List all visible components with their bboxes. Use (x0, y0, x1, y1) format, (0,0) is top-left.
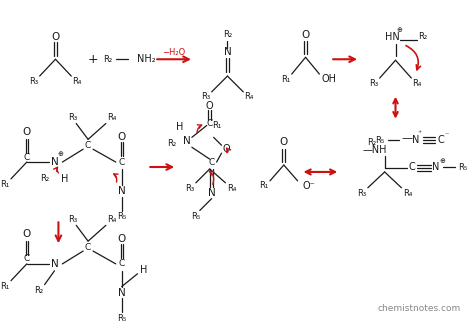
Text: R₂: R₂ (367, 138, 376, 147)
Text: ⊕: ⊕ (57, 151, 64, 157)
Text: R₄: R₄ (107, 113, 117, 122)
Text: R₂: R₂ (419, 32, 428, 41)
Text: N: N (51, 157, 58, 167)
Text: ⊕: ⊕ (439, 158, 445, 164)
Text: C: C (118, 157, 125, 166)
Text: N: N (224, 47, 231, 57)
Text: R₃: R₃ (201, 92, 210, 101)
Text: R₁: R₁ (259, 181, 269, 190)
Text: O: O (23, 127, 31, 137)
Text: R₅: R₅ (191, 212, 201, 221)
Text: C: C (409, 162, 416, 172)
Text: N: N (208, 188, 216, 198)
Text: R₁: R₁ (281, 74, 291, 83)
Text: R₅: R₅ (458, 162, 467, 172)
Text: C: C (24, 153, 30, 161)
Text: R₄: R₄ (245, 92, 254, 101)
Text: N: N (432, 162, 440, 172)
Text: chemistnotes.com: chemistnotes.com (378, 304, 461, 313)
Text: O: O (118, 234, 126, 244)
Text: +: + (88, 53, 98, 66)
Text: R₄: R₄ (73, 76, 82, 85)
Text: NH₂: NH₂ (137, 54, 155, 64)
Text: O: O (51, 31, 60, 42)
Text: R₂: R₂ (34, 286, 43, 295)
Text: R₅: R₅ (375, 136, 384, 145)
Text: C: C (209, 157, 215, 166)
Text: O: O (23, 229, 31, 239)
Text: R₃: R₃ (357, 189, 366, 198)
Text: N: N (118, 186, 126, 196)
Text: R₁: R₁ (0, 282, 9, 291)
Text: −H₂O: −H₂O (163, 48, 186, 57)
Text: C: C (24, 255, 30, 263)
Text: R₂: R₂ (223, 30, 232, 39)
Text: R₁: R₁ (212, 121, 221, 130)
Text: OH: OH (322, 74, 337, 84)
Text: R₁: R₁ (0, 180, 9, 189)
Text: O: O (206, 101, 213, 111)
Text: R₃: R₃ (185, 184, 194, 193)
Text: C: C (207, 119, 213, 128)
Text: N: N (411, 135, 419, 145)
Text: R₄: R₄ (403, 189, 412, 198)
Text: H: H (176, 123, 184, 132)
Text: N: N (51, 259, 58, 269)
Text: R₂: R₂ (167, 139, 177, 148)
Text: HN: HN (385, 31, 400, 42)
Text: R₃: R₃ (68, 215, 77, 224)
Text: N: N (183, 136, 191, 146)
Text: O: O (301, 29, 310, 40)
Text: R₂: R₂ (40, 175, 49, 183)
Text: H: H (61, 174, 68, 184)
Text: R₅: R₅ (117, 314, 126, 323)
Text: ⁺: ⁺ (417, 129, 421, 138)
Text: O: O (280, 137, 288, 147)
Text: R₄: R₄ (412, 79, 422, 88)
Text: O: O (118, 132, 126, 142)
Text: R₂: R₂ (103, 55, 112, 64)
Text: C: C (85, 141, 91, 150)
Text: —NH: —NH (363, 145, 387, 155)
Text: R₃: R₃ (369, 79, 378, 88)
Text: R₃: R₃ (68, 113, 77, 122)
Text: R₄: R₄ (227, 184, 236, 193)
Text: N: N (118, 287, 126, 297)
Text: C: C (85, 243, 91, 252)
Text: R₃: R₃ (29, 76, 38, 85)
Text: R₄: R₄ (107, 215, 117, 224)
Text: H: H (140, 265, 147, 275)
Text: C: C (438, 135, 444, 145)
Text: C: C (118, 259, 125, 268)
Text: ⁻: ⁻ (445, 130, 449, 139)
Text: O: O (223, 144, 230, 154)
Text: O⁻: O⁻ (302, 181, 315, 191)
Text: —: — (402, 133, 413, 143)
Text: ⊕: ⊕ (397, 26, 402, 32)
Text: R₅: R₅ (117, 212, 126, 221)
